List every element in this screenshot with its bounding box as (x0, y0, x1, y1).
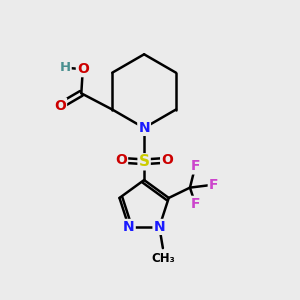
Text: F: F (190, 197, 200, 211)
Text: N: N (123, 220, 135, 234)
Text: O: O (115, 153, 127, 167)
Text: F: F (209, 178, 218, 192)
Text: N: N (154, 220, 165, 234)
Text: H: H (60, 61, 71, 74)
Text: O: O (54, 99, 66, 113)
Text: O: O (77, 62, 89, 76)
Text: S: S (139, 154, 150, 169)
Text: N: N (138, 121, 150, 135)
Text: CH₃: CH₃ (151, 252, 175, 265)
Text: O: O (161, 153, 173, 167)
Text: F: F (190, 159, 200, 173)
